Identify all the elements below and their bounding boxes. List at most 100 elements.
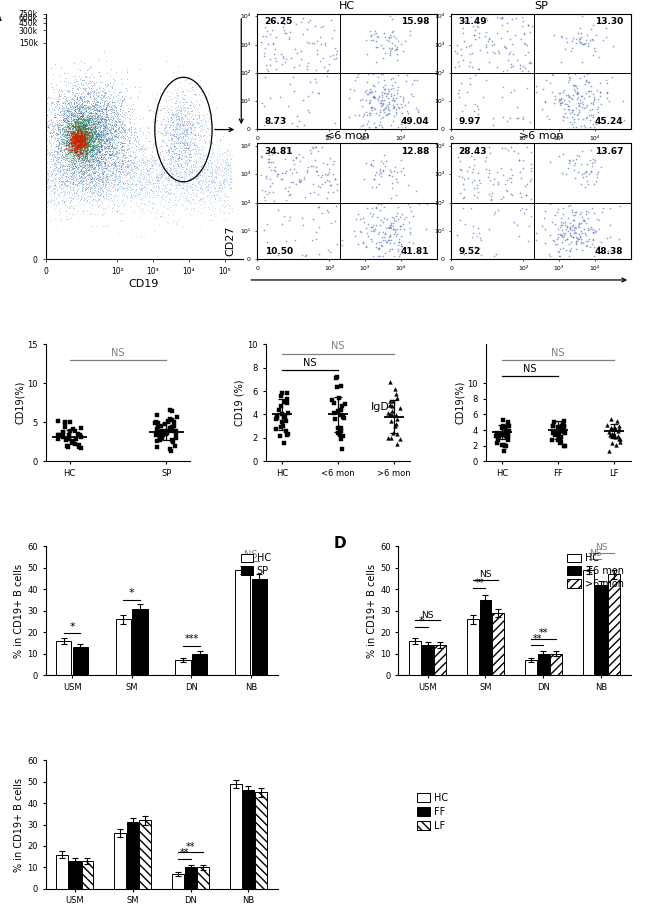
Point [96, 112, 106, 126]
Point [350, 108, 360, 122]
Point [72, 150, 83, 164]
Point [106, 175, 116, 190]
Point [82, 93, 92, 107]
Point [68, 126, 79, 141]
Point [558, 417, 568, 432]
Point [97, 166, 107, 180]
Point [66, 136, 77, 151]
Point [98, 179, 109, 193]
Point [88, 143, 98, 158]
Point [66, 133, 77, 148]
Point [391, 53, 402, 67]
Point [61, 203, 72, 218]
Point [94, 129, 104, 143]
Point [207, 174, 217, 189]
Point [521, 188, 531, 202]
Point [159, 151, 169, 166]
Point [542, 109, 552, 123]
Point [85, 132, 96, 147]
Text: 49.04: 49.04 [401, 117, 430, 126]
Point [100, 86, 110, 101]
Point [176, 151, 187, 166]
Point [104, 99, 114, 113]
Point [91, 171, 101, 186]
Point [91, 102, 101, 117]
Point [480, 39, 491, 54]
Point [127, 126, 137, 141]
Point [75, 144, 85, 159]
Point [82, 94, 92, 109]
Point [60, 148, 71, 162]
Point [77, 164, 87, 179]
Point [85, 122, 96, 137]
Point [213, 161, 224, 176]
Point [151, 184, 162, 199]
Point [89, 133, 99, 148]
Point [96, 148, 107, 162]
Point [68, 157, 78, 171]
Point [172, 154, 182, 169]
Point [593, 239, 604, 253]
Point [126, 170, 136, 184]
Point [170, 120, 181, 134]
Point [83, 114, 94, 129]
Point [51, 191, 61, 206]
Point [196, 112, 207, 127]
Point [128, 161, 138, 176]
Point [84, 139, 94, 153]
Point [207, 136, 218, 151]
Point [138, 140, 148, 154]
Point [59, 163, 70, 178]
Point [64, 105, 75, 120]
Point [177, 136, 188, 151]
Point [161, 185, 171, 200]
Point [219, 189, 229, 203]
Point [77, 146, 87, 161]
Point [60, 141, 70, 156]
Point [98, 200, 109, 215]
Point [54, 135, 64, 150]
Point [81, 115, 91, 130]
Point [72, 93, 83, 108]
Point [181, 182, 192, 197]
Point [187, 181, 197, 196]
Point [87, 132, 98, 147]
Point [213, 184, 223, 199]
Point [51, 134, 62, 149]
Point [164, 154, 174, 169]
Point [57, 170, 67, 184]
Point [82, 112, 92, 126]
Point [80, 82, 90, 96]
Point [180, 169, 190, 183]
Point [75, 146, 86, 161]
Point [76, 136, 86, 151]
Point [187, 117, 197, 132]
Point [337, 442, 347, 456]
Point [74, 106, 85, 121]
Point [82, 121, 92, 135]
Point [200, 148, 211, 162]
Point [78, 117, 88, 132]
Point [175, 173, 185, 188]
Point [271, 422, 281, 436]
Point [126, 160, 136, 174]
Point [582, 39, 593, 54]
Point [571, 230, 581, 245]
Point [94, 107, 104, 122]
Text: *: * [129, 589, 135, 599]
Point [577, 89, 587, 103]
Point [73, 125, 83, 140]
Point [66, 127, 76, 141]
Point [188, 98, 198, 112]
Point [81, 142, 92, 157]
Point [588, 94, 598, 109]
Point [80, 117, 90, 132]
Point [75, 421, 86, 435]
Point [223, 168, 233, 182]
Point [139, 141, 150, 155]
Point [190, 171, 201, 186]
Point [95, 69, 105, 83]
Point [79, 141, 90, 155]
Point [195, 159, 205, 173]
Point [166, 444, 176, 458]
